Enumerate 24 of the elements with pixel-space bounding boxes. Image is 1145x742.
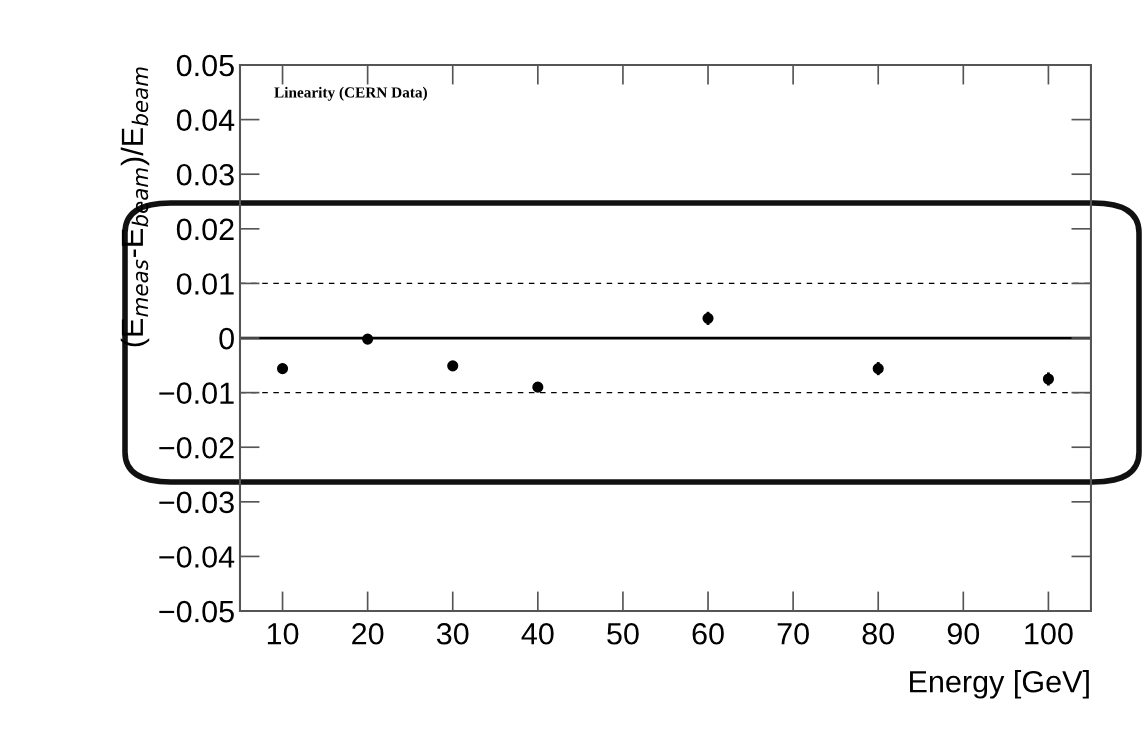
- y-tick-label: −0.01: [159, 382, 234, 404]
- x-tick-label: 40: [521, 622, 554, 645]
- y-tick-label: 0.02: [176, 218, 234, 241]
- y-axis-title: (E$_{meas}$-E$_{beam}$)/E$_{beam}$: [120, 67, 150, 347]
- y-tick-label: 0.03: [176, 163, 234, 186]
- x-tick-label: 20: [352, 622, 384, 645]
- y-tick-label: −0.02: [159, 436, 234, 459]
- y-tick-label: 0: [219, 327, 234, 350]
- x-tick-label: 80: [862, 622, 895, 645]
- y-tick-label: 0.05: [176, 54, 234, 77]
- y-tick-label: −0.04: [159, 546, 235, 568]
- y-tick-label: −0.05: [159, 600, 234, 623]
- y-tick-label: −0.03: [159, 491, 234, 514]
- x-tick-label: 10: [267, 622, 299, 645]
- x-tick-label: 70: [777, 622, 809, 645]
- y-tick-label: 0.04: [176, 109, 235, 131]
- x-tick-label: 100: [1025, 622, 1073, 645]
- x-tick-label: 60: [692, 622, 724, 645]
- x-tick-label: 90: [947, 622, 980, 645]
- x-axis-title: Energy [GeV]: [910, 670, 1089, 699]
- y-tick-label: 0.01: [176, 273, 234, 295]
- x-tick-label: 30: [436, 622, 469, 645]
- x-tick-label: 50: [607, 622, 639, 645]
- annotation: Linearity (CERN Data): [274, 86, 427, 101]
